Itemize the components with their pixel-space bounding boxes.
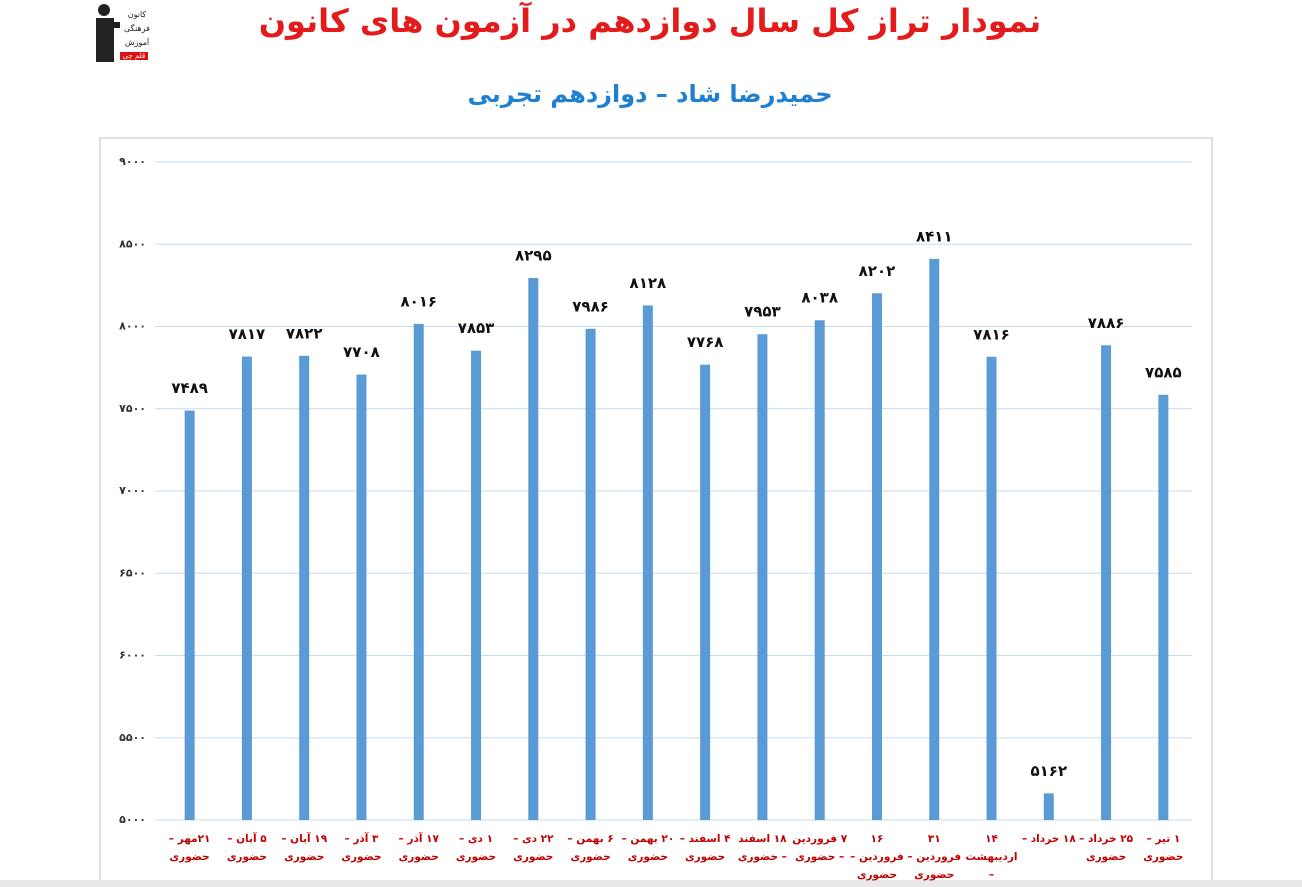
logo-text: فرهنگی [124, 24, 150, 33]
value-label: ۷۵۸۵ [1145, 363, 1182, 381]
value-label: ۷۷۰۸ [343, 343, 380, 361]
bar [471, 350, 482, 820]
x-tick-label: ۷ فروردین – حضوری [792, 833, 848, 863]
bar [528, 277, 539, 820]
x-tick-label: ۲۲ دی – حضوری [513, 833, 554, 863]
y-tick-label: ۵۰۰۰ [119, 813, 146, 826]
value-label: ۷۷۶۸ [687, 333, 724, 351]
value-label: ۷۸۸۶ [1088, 314, 1125, 332]
value-label: ۸۰۳۸ [801, 289, 838, 307]
x-tick-label: ۱۹ آبان – حضوری [281, 833, 328, 863]
value-label: ۸۲۹۵ [515, 246, 552, 264]
x-tick-label: ۱ دی – حضوری [455, 833, 497, 863]
plot-frame [99, 137, 1213, 887]
y-tick-label: ۶۰۰۰ [119, 649, 146, 662]
bar [1158, 394, 1169, 820]
x-tick-label: ۱۸ خرداد – [1021, 833, 1076, 845]
y-tick-label: ۵۵۰۰ [119, 731, 146, 744]
x-tick-label: ۲۵ خرداد – حضوری [1079, 833, 1134, 863]
value-label: ۸۲۰۲ [859, 262, 896, 280]
bar [814, 320, 825, 820]
x-tick-label: ۵ آبان – حضوری [226, 833, 267, 863]
y-tick-label: ۹۰۰۰ [119, 155, 146, 168]
bar [356, 374, 367, 820]
y-tick-label: ۷۵۰۰ [119, 402, 146, 415]
logo [92, 2, 152, 66]
logo-text: کانون [127, 10, 147, 19]
value-label: ۷۸۱۷ [229, 325, 266, 343]
bottom-bar [0, 880, 1302, 887]
bar [700, 364, 711, 820]
y-tick-label: ۸۵۰۰ [119, 237, 146, 250]
x-tick-label: ۳۱ فروردین – حضوری [907, 833, 962, 881]
bar [585, 328, 596, 820]
value-label: ۷۸۱۶ [973, 325, 1010, 343]
bar [184, 410, 195, 820]
bar [1043, 793, 1054, 820]
value-label: ۷۹۵۳ [744, 303, 781, 321]
logo-text: آموزش [124, 38, 150, 47]
x-tick-label: ۱۷ آذر – حضوری [398, 833, 439, 863]
x-tick-label: ۶ بهمن – حضوری [567, 833, 614, 863]
bar [1101, 345, 1112, 820]
chart-title: نمودار تراز کل سال دوازدهم در آزمون های … [258, 2, 1042, 40]
value-label: ۸۰۱۶ [400, 292, 437, 310]
x-tick-label: ۱ تیر – حضوری [1143, 833, 1184, 863]
value-label: ۸۱۲۸ [630, 274, 667, 292]
x-tick-label: ۳ آذر – حضوری [341, 833, 382, 863]
chart-subtitle: حمیدرضا شاد – دوازدهم تجربی [467, 80, 833, 108]
x-tick-label: ۱۸ اسفند – حضوری [737, 833, 787, 863]
bar [642, 305, 653, 821]
bar [986, 356, 997, 820]
value-label: ۵۱۶۲ [1030, 762, 1067, 780]
bar [299, 355, 310, 820]
value-label: ۷۹۸۶ [572, 297, 609, 315]
bar [413, 323, 424, 820]
value-label: ۷۴۸۹ [171, 379, 208, 397]
y-tick-label: ۸۰۰۰ [119, 320, 146, 333]
value-label: ۷۸۲۲ [286, 324, 323, 342]
bar [241, 356, 252, 820]
x-tick-label: ۱۴ اردیبهشت – [965, 833, 1018, 881]
logo-badge: قلم چی [120, 52, 148, 60]
x-tick-label: ۱۶ فروردین – حضوری [850, 833, 904, 881]
y-tick-label: ۶۵۰۰ [119, 566, 146, 579]
logo-figure [96, 4, 120, 62]
value-label: ۸۴۱۱ [916, 227, 953, 245]
x-tick-label: ۲۱مهر – حضوری [168, 833, 211, 863]
bar [757, 334, 768, 820]
x-tick-label: ۴ اسفند – حضوری [679, 833, 731, 863]
bar [929, 258, 940, 820]
x-tick-label: ۲۰ بهمن – حضوری [621, 833, 675, 863]
bar [871, 293, 882, 820]
y-tick-label: ۷۰۰۰ [119, 484, 146, 497]
value-label: ۷۸۵۳ [458, 319, 495, 337]
